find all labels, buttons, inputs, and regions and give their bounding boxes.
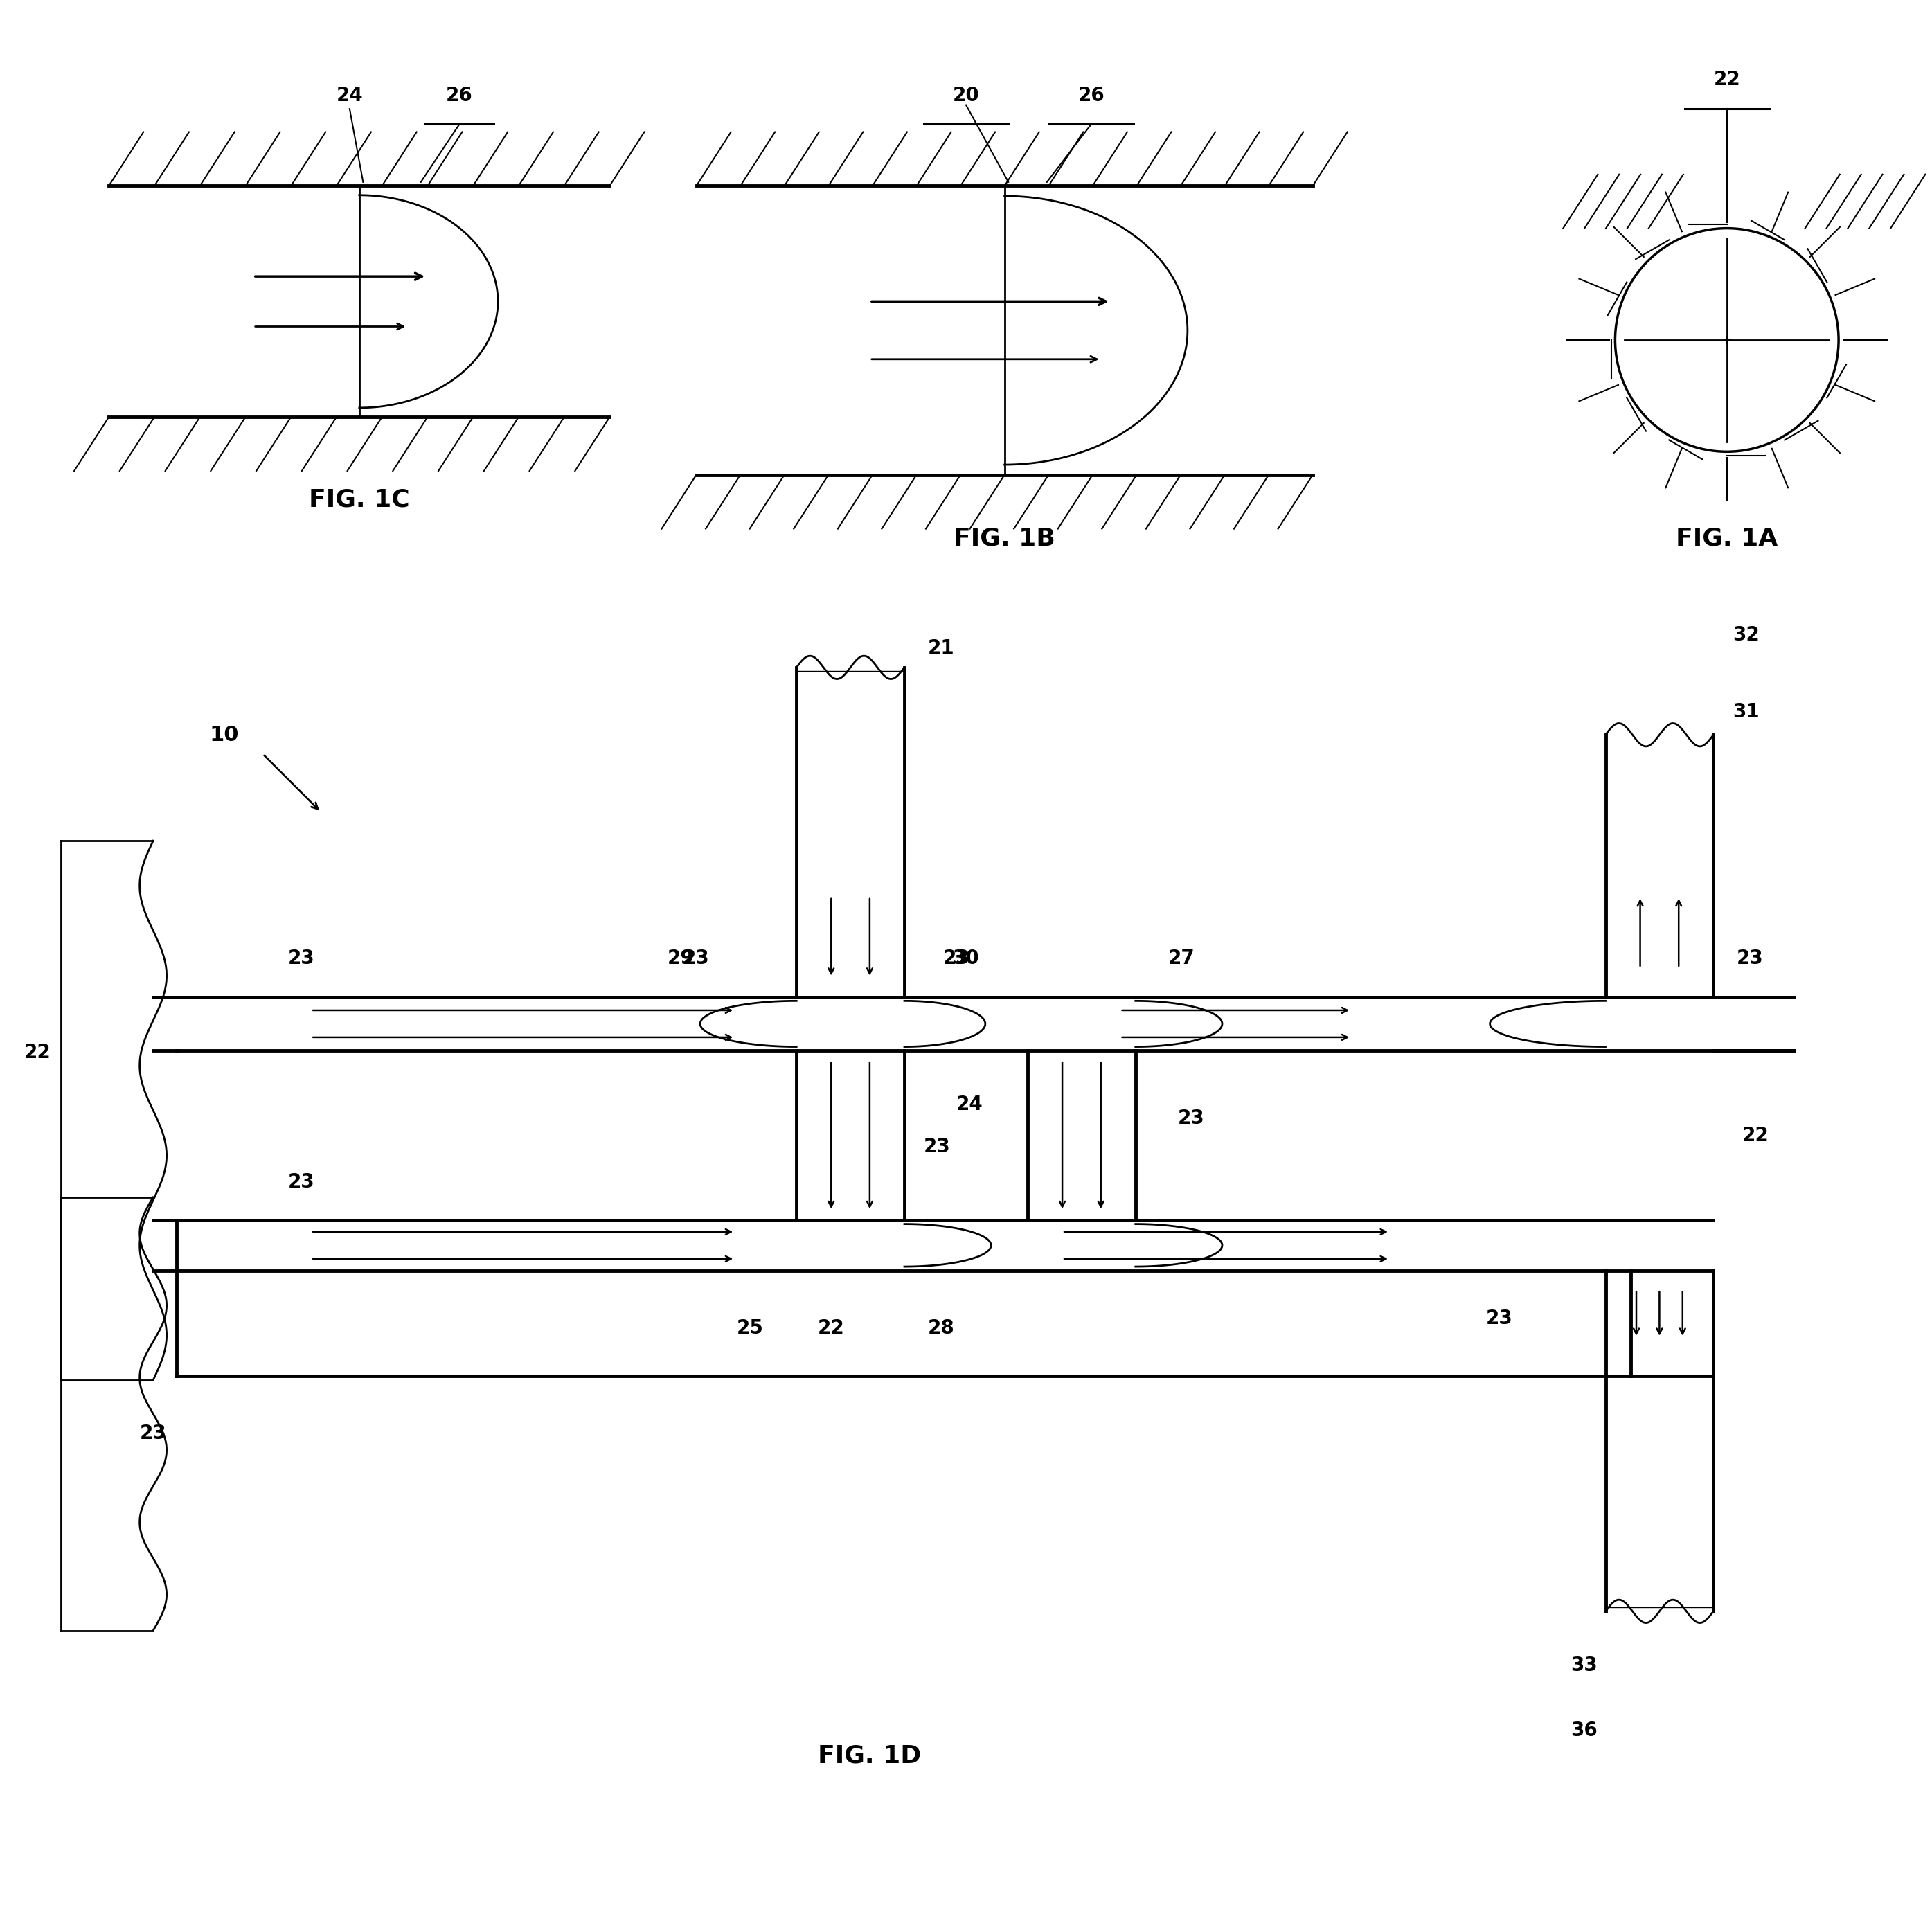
Text: 24: 24 bbox=[336, 85, 363, 104]
Text: 22: 22 bbox=[25, 1043, 50, 1063]
Text: 23: 23 bbox=[943, 949, 970, 968]
Text: 23: 23 bbox=[288, 949, 315, 968]
Text: 20: 20 bbox=[952, 85, 980, 104]
Text: 27: 27 bbox=[1169, 949, 1196, 968]
Text: 23: 23 bbox=[682, 949, 709, 968]
Text: 25: 25 bbox=[736, 1318, 763, 1337]
Text: FIG. 1A: FIG. 1A bbox=[1675, 527, 1777, 551]
Text: 23: 23 bbox=[1486, 1308, 1513, 1327]
Text: FIG. 1C: FIG. 1C bbox=[309, 489, 410, 512]
Text: 29: 29 bbox=[668, 949, 694, 968]
Text: 28: 28 bbox=[927, 1318, 954, 1337]
Text: 23: 23 bbox=[1737, 949, 1764, 968]
Text: 23: 23 bbox=[139, 1424, 166, 1443]
Text: 22: 22 bbox=[817, 1318, 844, 1337]
Text: 23: 23 bbox=[288, 1173, 315, 1192]
Text: 33: 33 bbox=[1571, 1656, 1598, 1675]
Text: 30: 30 bbox=[952, 949, 980, 968]
Text: 22: 22 bbox=[1714, 70, 1741, 89]
Text: 26: 26 bbox=[446, 85, 473, 104]
Text: 31: 31 bbox=[1733, 701, 1760, 721]
Text: 23: 23 bbox=[923, 1138, 951, 1157]
Text: 32: 32 bbox=[1733, 624, 1760, 645]
Text: 10: 10 bbox=[211, 724, 240, 746]
Text: 26: 26 bbox=[1078, 85, 1105, 104]
Text: 24: 24 bbox=[956, 1095, 983, 1115]
Text: FIG. 1B: FIG. 1B bbox=[954, 527, 1055, 551]
Text: 23: 23 bbox=[1179, 1109, 1206, 1128]
Text: 21: 21 bbox=[927, 638, 954, 659]
Text: 22: 22 bbox=[1743, 1126, 1770, 1146]
Text: FIG. 1D: FIG. 1D bbox=[817, 1745, 922, 1768]
Text: 36: 36 bbox=[1571, 1721, 1598, 1741]
